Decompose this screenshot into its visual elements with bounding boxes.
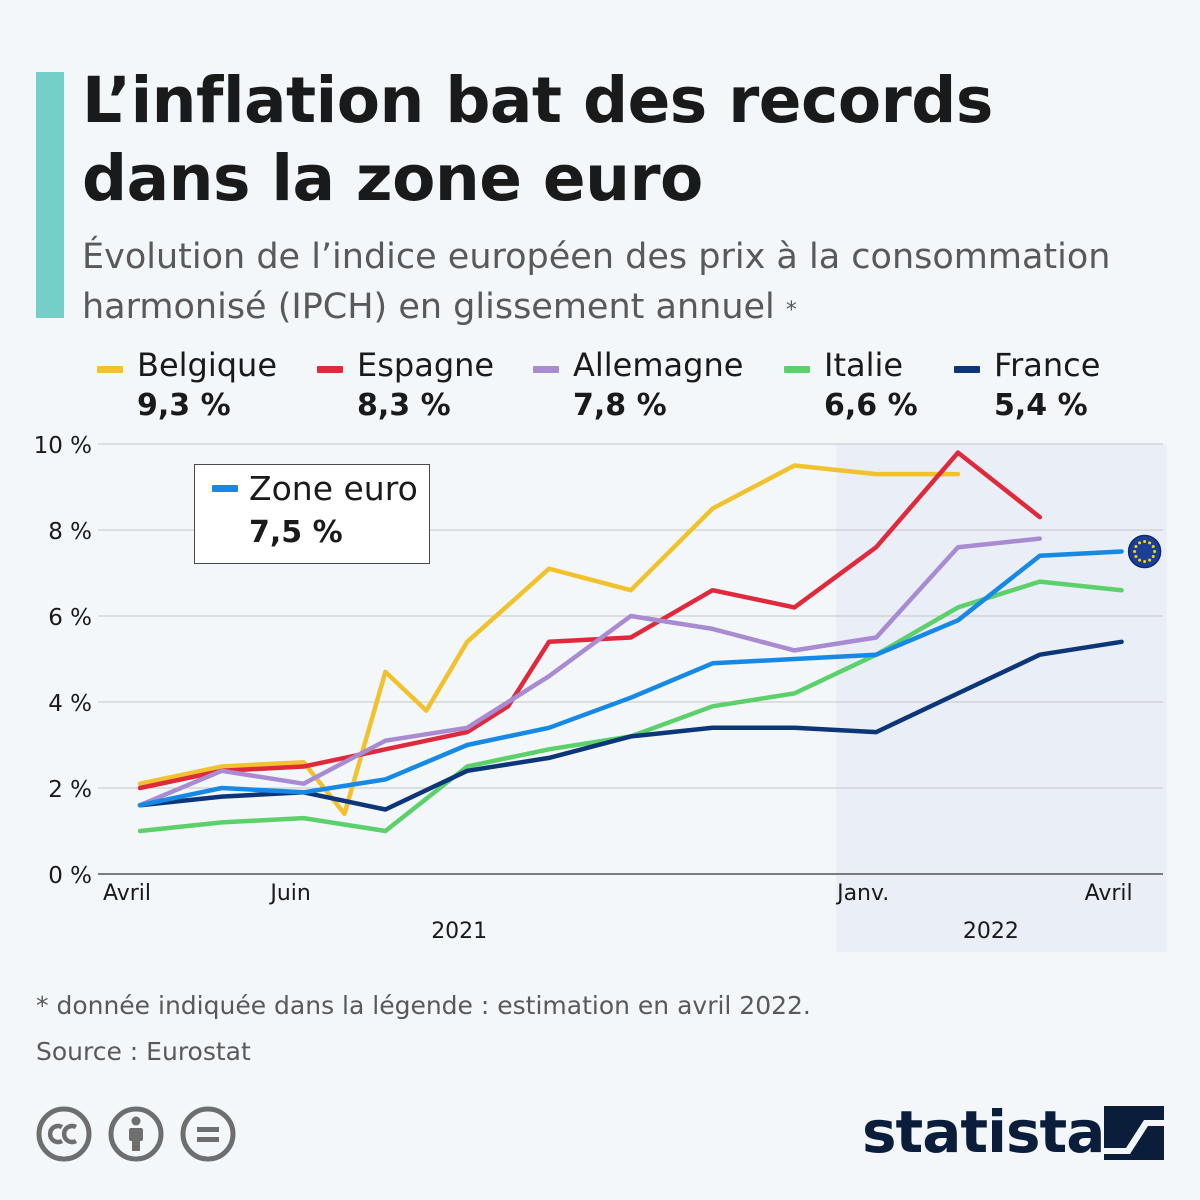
year-label: 2021 <box>431 919 487 944</box>
accent-bar <box>36 72 64 318</box>
subtitle-footnote-mark: * <box>785 298 797 323</box>
eu-flag-star <box>1134 555 1138 558</box>
y-tick-label: 6 % <box>48 605 92 631</box>
source-note: Source : Eurostat <box>36 1037 251 1066</box>
legend-value: 8,3 % <box>357 388 451 423</box>
eu-flag-star <box>1151 545 1155 548</box>
footnote: * donnée indiquée dans la légende : esti… <box>36 991 811 1020</box>
attribution-icon <box>108 1106 164 1162</box>
highlight-region-2022 <box>836 444 1167 952</box>
legend-value: 6,6 % <box>824 388 918 423</box>
legend-swatch <box>784 366 810 373</box>
eu-flag-star <box>1143 540 1147 543</box>
legend-name: France <box>994 346 1101 384</box>
subtitle-text: Évolution de l’indice européen des prix … <box>82 237 1111 327</box>
eu-flag-star <box>1138 558 1142 562</box>
eu-flag-star <box>1138 541 1142 545</box>
y-tick-label: 10 % <box>34 433 92 459</box>
legend-name: Allemagne <box>573 346 744 384</box>
brand-name: statista <box>862 1098 1105 1166</box>
eu-flag-star <box>1153 550 1157 553</box>
eu-flag-star <box>1148 558 1152 562</box>
series-line-belgique <box>137 463 961 817</box>
x-tick-label: Avril <box>1085 881 1133 906</box>
y-tick-label: 0 % <box>48 863 92 889</box>
legend-value: 5,4 % <box>994 388 1088 423</box>
no-derivatives-icon <box>180 1106 236 1162</box>
chart-subtitle: Évolution de l’indice européen des prix … <box>82 232 1182 332</box>
eu-flag-icon <box>1127 534 1162 569</box>
legend-name: Italie <box>824 346 904 384</box>
legend-name: Espagne <box>357 346 495 384</box>
eu-flag-star <box>1148 541 1152 545</box>
x-tick-label: Avril <box>103 881 151 906</box>
y-tick-label: 2 % <box>48 777 92 803</box>
series-line-espagne <box>137 450 1043 791</box>
legend-item-zone-euro: Zone euro 7,5 % <box>194 464 430 564</box>
eu-flag-star <box>1133 550 1137 553</box>
legend-swatch <box>533 366 559 373</box>
legend: Belgique 9,3 % Espagne 8,3 % Allemagne 7… <box>0 346 1200 426</box>
cc-icon <box>36 1106 92 1162</box>
line-chart: 0 % 2 % 4 % 6 % 8 % 10 % Avril Juin Janv. Avril 20… <box>34 433 1167 952</box>
series-line-zone-euro <box>137 549 1124 808</box>
legend-swatch <box>317 366 343 373</box>
chart-title: L’inflation bat des records dans la zone… <box>82 64 993 215</box>
y-tick-label: 4 % <box>48 691 92 717</box>
year-label: 2022 <box>963 919 1019 944</box>
eu-flag-star <box>1134 545 1138 548</box>
legend-swatch <box>97 366 123 373</box>
legend-name: Zone euro <box>249 469 418 508</box>
legend-swatch <box>212 485 238 492</box>
legend-name: Belgique <box>137 346 278 384</box>
legend-value: 9,3 % <box>137 388 231 423</box>
legend-value: 7,8 % <box>573 388 667 423</box>
legend-swatch <box>954 366 980 373</box>
x-tick-label: Juin <box>268 881 311 906</box>
series-line-allemagne <box>137 536 1043 808</box>
statista-logo-icon <box>1104 1106 1164 1160</box>
legend-value: 7,5 % <box>249 515 343 550</box>
eu-flag-star <box>1151 555 1155 558</box>
y-tick-label: 8 % <box>48 519 92 545</box>
x-tick-label: Janv. <box>835 881 889 906</box>
eu-flag-star <box>1143 560 1147 563</box>
